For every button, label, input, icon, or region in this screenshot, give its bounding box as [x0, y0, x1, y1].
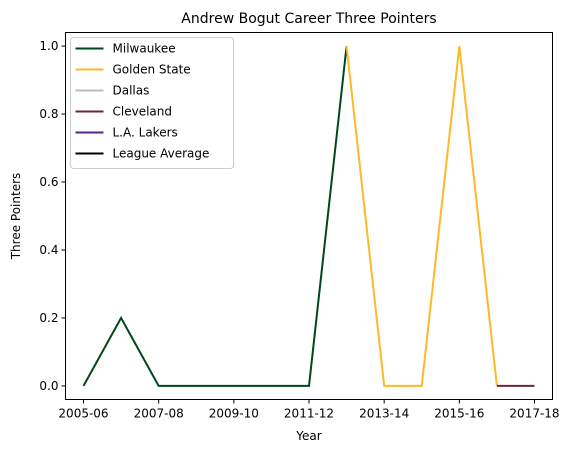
chart-title: Andrew Bogut Career Three Pointers	[181, 11, 436, 27]
y-axis: 0.0 0.2 0.4 0.6 0.8 1.0	[39, 39, 66, 393]
legend: Milwaukee Golden State Dallas Cleveland L.A.…	[70, 37, 234, 169]
x-axis-label: Year	[295, 429, 321, 443]
series-line-milwaukee	[82, 45, 348, 387]
legend-label: Dallas	[113, 84, 150, 98]
legend-box	[70, 37, 234, 169]
y-tick-label: 0.6	[39, 175, 58, 189]
y-tick-label: 0.2	[39, 311, 58, 325]
series-lines	[82, 45, 535, 387]
y-axis-label: Three Pointers	[9, 173, 23, 261]
legend-label: Golden State	[113, 63, 191, 77]
y-tick-label: 0.4	[39, 243, 58, 257]
legend-label: Milwaukee	[113, 42, 176, 56]
x-tick-label: 2015-16	[434, 407, 484, 421]
plot-frame	[65, 32, 553, 400]
x-tick-label: 2005-06	[58, 407, 108, 421]
y-tick-label: 1.0	[39, 39, 58, 53]
x-tick-label: 2011-12	[284, 407, 334, 421]
series-line-golden-state	[345, 45, 498, 387]
y-tick-label: 0.8	[39, 107, 58, 121]
x-tick-label: 2009-10	[209, 407, 259, 421]
x-tick-label: 2017-18	[509, 407, 559, 421]
x-axis: 2005-06 2007-08 2009-10 2011-12 2013-14 2015-…	[58, 399, 560, 421]
x-tick-label: 2007-08	[134, 407, 184, 421]
legend-label: League Average	[113, 147, 210, 161]
y-tick-label: 0.0	[39, 379, 58, 393]
legend-label: L.A. Lakers	[113, 126, 178, 140]
x-tick-label: 2013-14	[359, 407, 409, 421]
legend-label: Cleveland	[113, 105, 173, 119]
